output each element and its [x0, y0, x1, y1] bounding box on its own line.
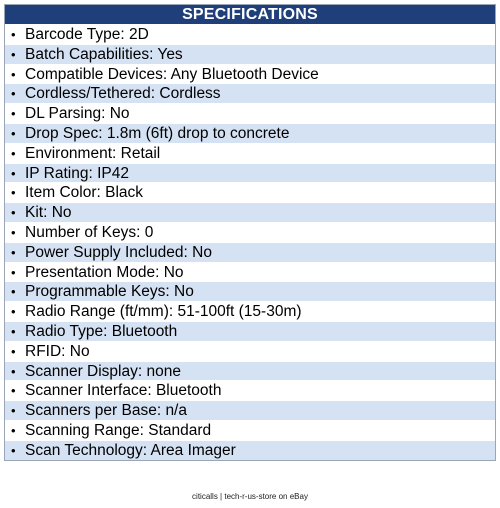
spec-row: • Presentation Mode: No [5, 261, 495, 282]
spec-text: Drop Spec: 1.8m (6ft) drop to concrete [25, 124, 290, 142]
bullet-icon: • [11, 106, 16, 122]
bullet-icon: • [11, 66, 16, 82]
spec-text: Programmable Keys: No [25, 283, 194, 301]
specifications-title: SPECIFICATIONS [5, 5, 495, 24]
spec-row: • DL Parsing: No [5, 103, 495, 123]
spec-text: IP Rating: IP42 [25, 164, 129, 182]
spec-row: • Barcode Type: 2D [5, 24, 495, 44]
spec-row: • Scanner Display: none [5, 360, 495, 381]
spec-text: Presentation Mode: No [25, 263, 184, 281]
spec-text: Item Color: Black [25, 184, 144, 202]
spec-row: • Scanner Interface: Bluetooth [5, 380, 495, 401]
specifications-table: SPECIFICATIONS • Barcode Type: 2D • Batch … [4, 4, 496, 461]
bullet-icon: • [11, 323, 16, 339]
spec-row: • Scanners per Base: n/a [5, 400, 495, 420]
spec-text: Scan Technology: Area Imager [25, 441, 236, 459]
bullet-icon: • [11, 46, 16, 62]
spec-row: • Radio Range (ft/mm): 51-100ft (15-30m) [5, 301, 495, 321]
spec-row: • Number of Keys: 0 [5, 221, 495, 242]
spec-text: Scanner Display: none [25, 362, 181, 380]
spec-row: • Drop Spec: 1.8m (6ft) drop to concrete [5, 122, 495, 143]
bullet-icon: • [11, 224, 16, 240]
spec-row: • Batch Capabilities: Yes [5, 43, 495, 64]
spec-text: DL Parsing: No [25, 105, 130, 123]
spec-list: • Barcode Type: 2D • Batch Capabilities: Y… [5, 24, 495, 460]
spec-row: • RFID: No [5, 340, 495, 361]
bullet-icon: • [11, 363, 16, 379]
spec-text: Number of Keys: 0 [25, 223, 154, 241]
spec-text: Radio Type: Bluetooth [25, 322, 178, 340]
spec-row: • Cordless/Tethered: Cordless [5, 83, 495, 104]
spec-text: Radio Range (ft/mm): 51-100ft (15-30m) [25, 303, 302, 321]
spec-row: • Programmable Keys: No [5, 281, 495, 302]
spec-text: RFID: No [25, 342, 90, 360]
bullet-icon: • [11, 422, 16, 438]
bullet-icon: • [11, 185, 16, 201]
bullet-icon: • [11, 244, 16, 260]
bullet-icon: • [11, 205, 16, 221]
bullet-icon: • [11, 284, 16, 300]
spec-text: Cordless/Tethered: Cordless [25, 85, 221, 103]
spec-row: • Item Color: Black [5, 182, 495, 203]
spec-row: • Scanning Range: Standard [5, 419, 495, 440]
bullet-icon: • [11, 403, 16, 419]
bullet-icon: • [11, 343, 16, 359]
bullet-icon: • [11, 165, 16, 181]
spec-row: • Power Supply Included: No [5, 241, 495, 262]
bullet-icon: • [11, 264, 16, 280]
spec-row: • Radio Type: Bluetooth [5, 320, 495, 341]
spec-text: Batch Capabilities: Yes [25, 45, 183, 63]
spec-text: Kit: No [25, 204, 72, 222]
spec-text: Scanning Range: Standard [25, 421, 212, 439]
spec-text: Environment: Retail [25, 144, 161, 162]
spec-row: • Scan Technology: Area Imager [5, 439, 495, 460]
bullet-icon: • [11, 86, 16, 102]
spec-row: • IP Rating: IP42 [5, 162, 495, 183]
footer-credit: citicalls | tech-r-us-store on eBay [192, 492, 308, 501]
spec-text: Compatible Devices: Any Bluetooth Device [25, 65, 319, 83]
spec-text: Scanners per Base: n/a [25, 402, 187, 420]
bullet-icon: • [11, 27, 16, 42]
bullet-icon: • [11, 125, 16, 141]
spec-row: • Environment: Retail [5, 142, 495, 163]
spec-row: • Compatible Devices: Any Bluetooth Devic… [5, 63, 495, 84]
bullet-icon: • [11, 145, 16, 161]
bullet-icon: • [11, 304, 16, 320]
bullet-icon: • [11, 383, 16, 399]
spec-text: Scanner Interface: Bluetooth [25, 382, 222, 400]
spec-text: Power Supply Included: No [25, 243, 212, 261]
spec-text: Barcode Type: 2D [25, 26, 149, 43]
spec-row: • Kit: No [5, 202, 495, 222]
bullet-icon: • [11, 442, 16, 458]
